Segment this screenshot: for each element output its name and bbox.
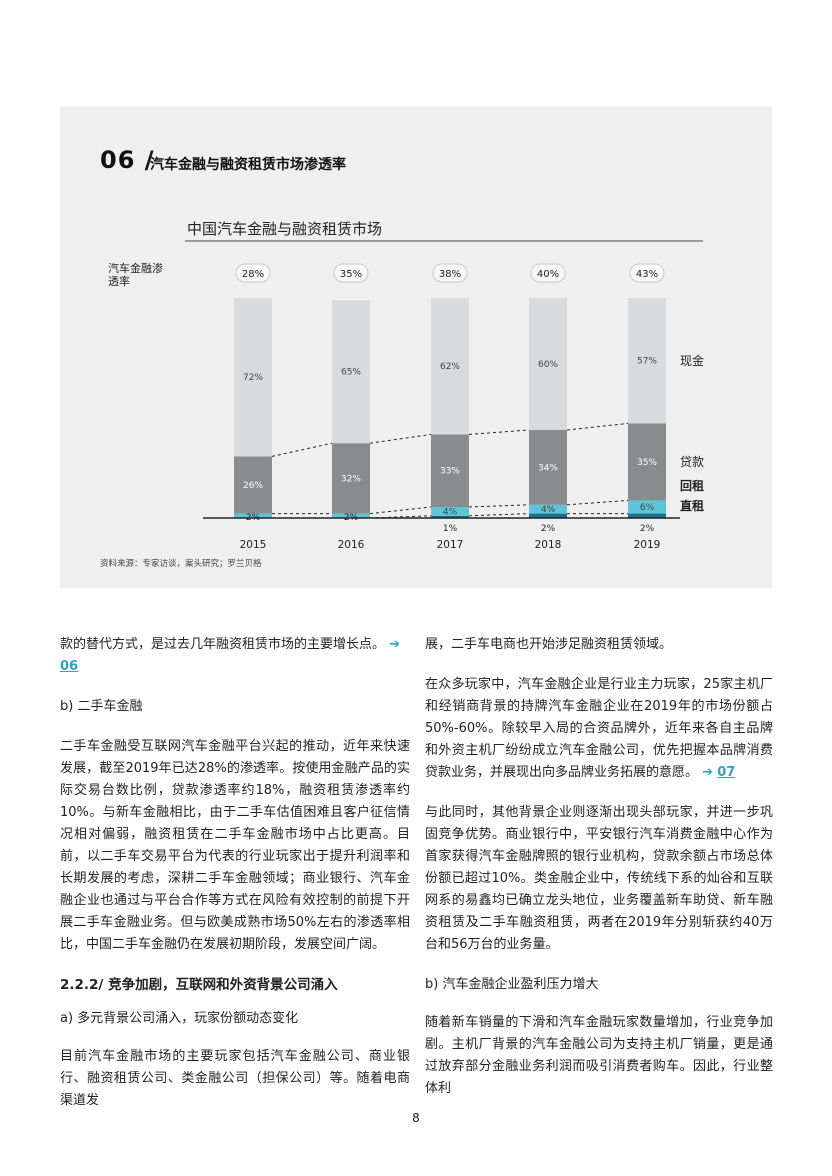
paragraph-auto-finance-players: 在众多玩家中，汽车金融企业是行业主力玩家，25家主机厂和经销商背景的持牌汽车金融… [425, 674, 773, 784]
paragraph-continuation: 款的替代方式，是过去几年融资租赁市场的主要增长点。 ➔ 06 [60, 634, 410, 678]
bar-segment-现金 [332, 300, 370, 444]
source-note: 资料来源：专家访谈，案头研究；罗兰贝格 [100, 558, 262, 569]
penetration-value: 43% [636, 269, 658, 280]
penetration-pill [333, 263, 369, 283]
subsection-label: b) 二手车金融 [60, 699, 143, 714]
penetration-pill [629, 263, 665, 283]
penetration-pill [235, 263, 271, 283]
chart-title: 中国汽车金融与融资租赁市场 [187, 220, 383, 238]
penetration-value: 35% [340, 269, 362, 280]
penetration-value: 28% [242, 269, 264, 280]
bar-segment-回租 [529, 504, 567, 514]
bar-segment-回租 [332, 513, 370, 518]
connector-loan-top [369, 433, 432, 444]
data-label-现金: 57% [637, 357, 657, 367]
subsection-label: a) 多元背景公司涌入，玩家份额动态变化 [60, 1011, 299, 1026]
subsection-label: b) 汽车金融企业盈利压力增大 [425, 977, 599, 992]
x-tick-label: 2015 [240, 539, 267, 551]
left-text-column: 款的替代方式，是过去几年融资租赁市场的主要增长点。 ➔ 06 b) 二手车金融 … [60, 634, 410, 1112]
page-number: 8 [412, 1111, 420, 1125]
bar-segment-直租 [529, 513, 567, 518]
data-label-贷款: 33% [440, 467, 460, 477]
bar-segment-直租 [628, 513, 666, 518]
penetration-label: 透率 [108, 274, 130, 288]
penetration-label: 汽车金融渗 [108, 261, 163, 275]
connector-leaseback-top [468, 504, 530, 508]
x-tick-label: 2018 [535, 539, 562, 551]
bar-segment-贷款 [431, 434, 469, 507]
data-label-贷款: 35% [637, 458, 657, 468]
penetration-value: 38% [439, 269, 461, 280]
data-label-回租: 6% [640, 503, 655, 513]
paragraph-text: 款的替代方式，是过去几年融资租赁市场的主要增长点。 [60, 637, 386, 652]
arrow-icon: ➔ [702, 765, 714, 780]
x-tick-label: 2017 [437, 539, 464, 551]
data-label-回租: 4% [541, 505, 556, 515]
connector-direct-lease-top [468, 513, 530, 517]
paragraph-continuation: 展，二手车电商也开始涉足融资租赁领域。 [425, 637, 673, 652]
bar-segment-回租 [628, 500, 666, 514]
section-heading: 2.2.2/ 竞争加剧，互联网和外资背景公司涌入 [60, 977, 338, 993]
bar-segment-现金 [529, 298, 567, 430]
x-tick-label: 2016 [338, 539, 365, 551]
data-label-直租: 2% [541, 524, 556, 534]
bar-segment-贷款 [529, 430, 567, 505]
figure-number: 06 / [100, 146, 155, 174]
bar-segment-现金 [628, 298, 666, 424]
paragraph-other-players: 与此同时，其他背景企业则逐渐出现头部玩家，并进一步巩固竞争优势。商业银行中，平安… [425, 805, 773, 952]
connector-direct-lease-top [369, 515, 432, 519]
paragraph-profit-pressure: 随着新车销量的下滑和汽车金融玩家数量增加，行业竞争加剧。主机厂背景的汽车金融公司… [425, 1015, 773, 1096]
connector-leaseback-top [566, 499, 629, 506]
right-text-column: 展，二手车电商也开始涉足融资租赁领域。 在众多玩家中，汽车金融企业是行业主力玩家… [425, 634, 773, 1100]
penetration-pill [432, 263, 468, 283]
data-label-回租: 4% [443, 507, 458, 517]
bar-segment-回租 [234, 513, 272, 518]
data-label-直租: 2% [640, 524, 655, 534]
bar-segment-现金 [234, 298, 272, 457]
penetration-pill [530, 263, 566, 283]
bar-segment-现金 [431, 298, 469, 435]
bar-segment-回租 [431, 507, 469, 516]
paragraph-text: 在众多玩家中，汽车金融企业是行业主力玩家，25家主机厂和经销商背景的持牌汽车金融… [425, 677, 773, 780]
data-label-现金: 62% [440, 362, 460, 372]
figure-ref-link[interactable]: 07 [717, 765, 736, 780]
connector-loan-top [566, 422, 629, 431]
data-label-现金: 60% [538, 360, 558, 370]
figure-ref-link[interactable]: 06 [60, 659, 79, 674]
bar-segment-贷款 [234, 456, 272, 514]
arrow-icon: ➔ [389, 637, 401, 652]
chart-title-rule [185, 240, 703, 242]
bar-segment-贷款 [628, 423, 666, 501]
connector-loan-top [468, 429, 530, 435]
connector-loan-top [271, 442, 333, 457]
data-label-直租: 1% [443, 524, 458, 534]
figure-title: 汽车金融与融资租赁市场渗透率 [150, 157, 346, 173]
paragraph-used-car-finance: 二手车金融受互联网汽车金融平台兴起的推动，近年来快速发展，截至2019年已达28… [60, 739, 410, 952]
x-tick-label: 2019 [634, 539, 661, 551]
data-label-贷款: 26% [243, 481, 263, 491]
legend-label-贷款: 贷款 [680, 455, 704, 469]
data-label-贷款: 34% [538, 463, 558, 473]
legend-label-现金: 现金 [680, 353, 704, 368]
bar-segment-直租 [431, 515, 469, 518]
bar-segment-贷款 [332, 443, 370, 514]
data-label-现金: 72% [243, 373, 263, 383]
data-label-贷款: 32% [341, 474, 361, 484]
legend-label-回租: 回租 [680, 479, 704, 493]
paragraph-players: 目前汽车金融市场的主要玩家包括汽车金融公司、商业银行、融资租赁公司、类金融公司（… [60, 1049, 410, 1108]
data-label-现金: 65% [341, 368, 361, 378]
penetration-value: 40% [537, 269, 559, 280]
legend-label-直租: 直租 [680, 498, 704, 513]
connector-leaseback-top [369, 506, 432, 515]
